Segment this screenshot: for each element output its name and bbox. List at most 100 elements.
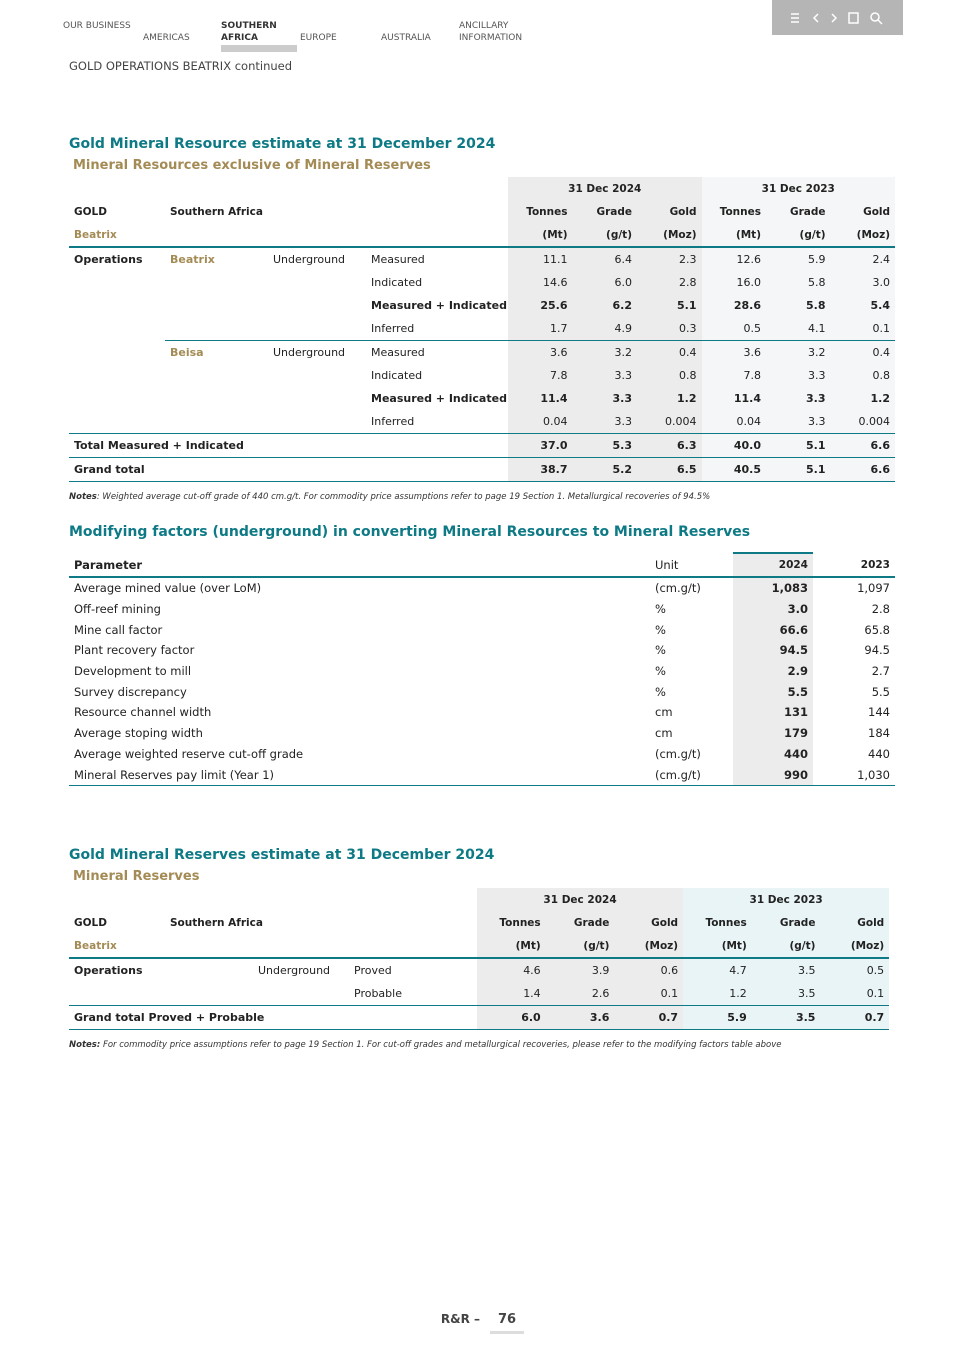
table-head: 31 Dec 2024 31 Dec 2023 GOLD Southern Afric… [69,177,896,248]
value-cell: 4.9 [572,317,637,341]
value-cell: 0.8 [637,364,702,387]
column-header: Gold [820,911,890,934]
value-cell: 2.4 [830,247,896,271]
table-subtitle: Mineral Reserves [73,869,200,884]
value-cell: 3.6 [508,340,573,364]
value-cell: 3.9 [545,958,615,982]
value-cell: 6.4 [572,247,637,271]
region-cell: Beatrix [69,223,165,248]
table-title: Modifying factors (underground) in conve… [69,524,751,540]
row-label: Beatrix [170,253,215,266]
table-title: Gold Mineral Resource estimate at 31 Dec… [69,136,496,152]
value-cell: 0.1 [820,982,890,1006]
row-label: cm [655,726,673,741]
top-navigation: OUR BUSINESS AMERICAS SOUTHERN AFRICA EUROP… [63,20,583,52]
row-label: Underground [273,253,346,266]
blank-cell [268,457,366,482]
value-cell: 179 [733,722,813,744]
value-cell: 0.4 [637,340,702,364]
notes-text: For commodity price assumptions refer to… [100,1040,782,1050]
table-title: Gold Mineral Reserves estimate at 31 Dec… [69,847,495,863]
header-cell: GOLD [74,205,107,218]
row-label: % [655,602,666,617]
table-row: Total Measured + Indicated 37.0 5.3 6.3 40.0… [69,433,896,458]
blank-cell [366,200,508,223]
value-cell: 37.0 [508,433,573,458]
table-row: Grand total 38.7 5.2 6.5 40.5 5.1 6.6 [69,457,896,482]
resource-section: Gold Mineral Resource estimate at 31 Dec… [69,136,896,502]
unit-header: (g/t) [766,223,831,248]
modifying-factors-table: Parameter Unit 2024 2023 Average mined value… [69,552,895,786]
value-cell: 14.6 [508,271,573,294]
column-header: Grade [751,911,821,934]
blank-cell [268,177,366,200]
row-label: Probable [349,982,477,1006]
blank-cell [349,911,477,934]
blank-cell [268,387,366,410]
value-cell: 440 [868,746,890,761]
value-cell: 0.7 [614,1005,684,1030]
value-cell: 5.1 [766,457,831,482]
nav-item: ANCILLARY INFORMATION [459,21,523,43]
header-row: Parameter Unit 2024 2023 [69,552,895,578]
blank-cell [165,934,253,959]
row-label: (cm.g/t) [655,581,701,596]
value-cell: 0.5 [820,958,890,982]
row-label: Plant recovery factor [74,643,195,658]
row-label: (cm.g/t) [655,746,701,761]
blank-cell [349,934,477,959]
header-cell: Southern Africa [170,916,263,929]
table-body: Operations Beatrix Underground Measured 11.1… [69,247,896,482]
blank-cell [69,271,165,294]
column-header: Tonnes [701,200,767,223]
value-cell: 1.4 [477,982,546,1006]
value-cell: 1,097 [857,581,890,596]
row-label: (cm.g/t) [650,764,733,786]
value-cell: 3.3 [572,387,637,410]
row-label: Beisa [170,346,204,359]
value-cell: 1,083 [733,577,813,599]
value-cell: 6.0 [572,271,637,294]
notes-text: : Weighted average cut-off grade of 440 … [96,492,711,502]
value-cell: 3.0 [830,271,896,294]
row-label: Indicated [371,369,423,382]
value-cell: 144 [868,705,890,720]
value-cell: 94.5 [733,640,813,661]
value-cell: 66.6 [733,619,813,641]
blank-cell [349,1005,477,1030]
nav-item: AMERICAS [143,33,190,43]
table: Parameter Unit 2024 2023 Average mined value… [69,552,895,786]
table-row: Mineral Reserves pay limit (Year 1) (cm.g… [69,764,895,786]
value-cell: 0.1 [830,317,896,341]
blank-cell [165,294,268,317]
value-cell: 2.3 [637,247,702,271]
row-label: % [655,684,666,699]
blank-cell [69,317,165,341]
value-cell: 5.3 [572,433,637,458]
value-cell: 0.1 [614,982,684,1006]
value-cell: 6.5 [637,457,702,482]
blank-cell [69,387,165,410]
column-header: Parameter [69,553,650,578]
notes: Notes: Weighted average cut-off grade of… [69,492,895,502]
unit-header: (g/t) [545,934,615,959]
row-label: Grand total Proved + Probable [69,1005,264,1030]
column-header: Tonnes [683,911,752,934]
blank-cell [165,457,268,482]
value-cell: 2.8 [871,602,890,617]
value-cell: 5.5 [733,681,813,703]
unit-row: Beatrix (Mt) (g/t) (Moz) (Mt) (g/t) (Moz) [69,934,890,959]
reserve-section: Gold Mineral Reserves estimate at 31 Dec… [69,847,890,1050]
value-cell: 0.4 [830,340,896,364]
value-cell: 3.6 [701,340,767,364]
row-label: % [655,643,666,658]
value-cell: 990 [733,764,813,786]
blank-cell [268,294,366,317]
blank-cell [165,1005,253,1030]
blank-cell [165,433,268,458]
value-cell: 2.6 [545,982,615,1006]
unit-header: (Mt) [508,223,573,248]
value-cell: 5.4 [830,294,896,317]
value-cell: 11.1 [508,247,573,271]
